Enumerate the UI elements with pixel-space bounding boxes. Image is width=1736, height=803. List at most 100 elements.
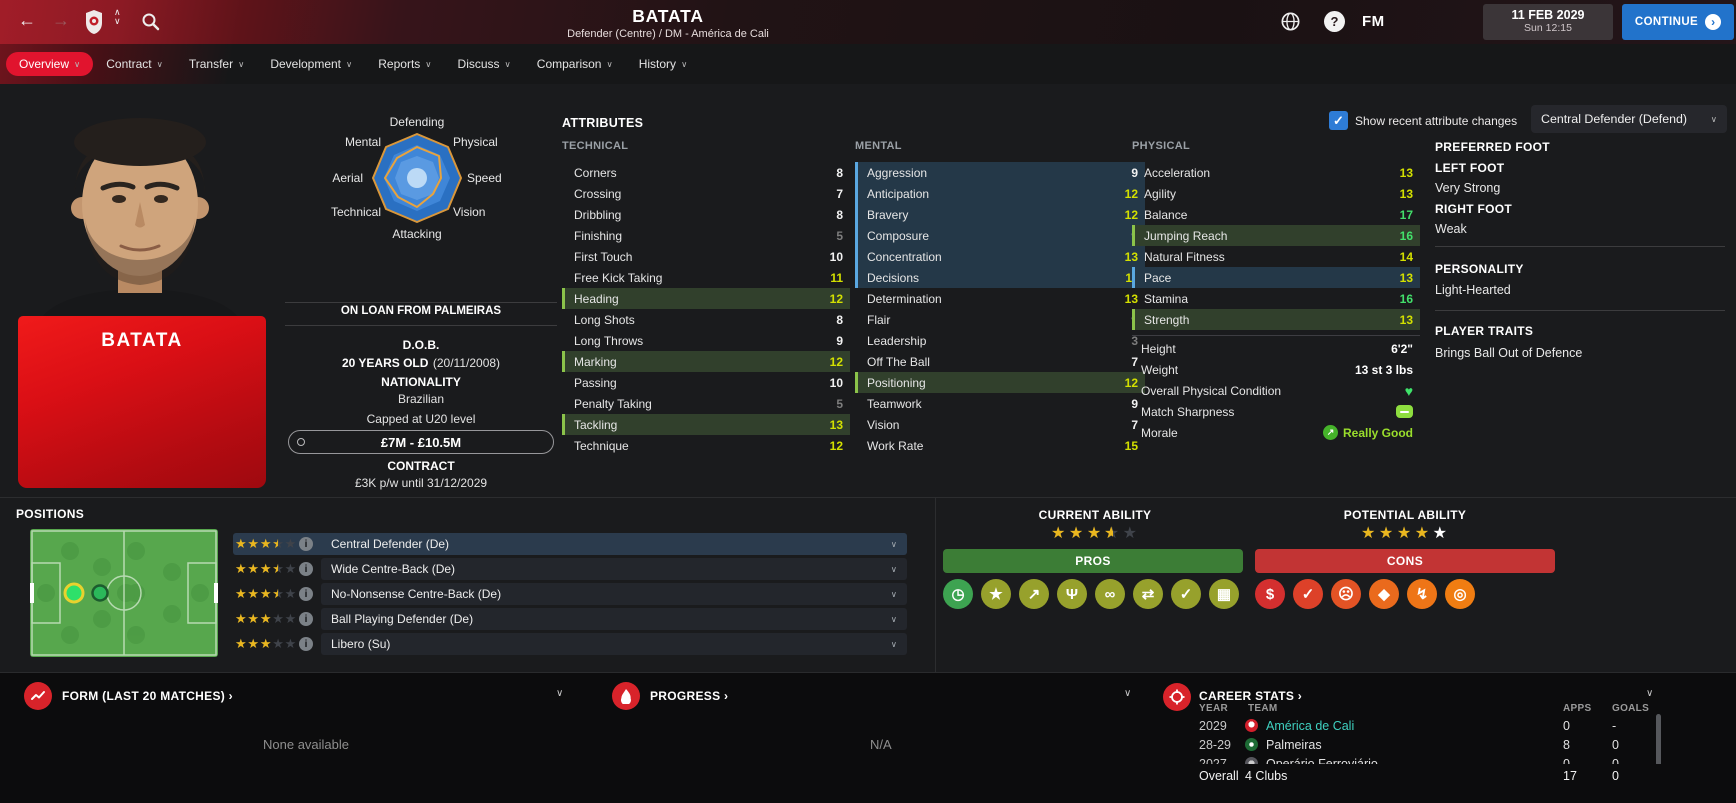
role-select[interactable]: Central Defender (De) ∨ — [321, 533, 907, 555]
attribute-row: Technique 12 — [562, 435, 850, 456]
continue-button[interactable]: CONTINUE › — [1622, 4, 1734, 40]
role-select[interactable]: No-Nonsense Centre-Back (De) ∨ — [321, 583, 907, 605]
attribute-label: First Touch — [574, 249, 633, 264]
tab-label: Comparison — [536, 57, 602, 71]
role-row[interactable]: ★★★★★★★★★★i Ball Playing Defender (De)∨ — [233, 608, 907, 630]
info-icon[interactable]: i — [299, 587, 313, 601]
search-icon[interactable] — [142, 13, 160, 31]
attribute-label: Decisions — [867, 270, 920, 285]
role-select[interactable]: Libero (Su) ∨ — [321, 633, 907, 655]
radar-label-aerial: Aerial — [332, 171, 363, 185]
attribute-label: Corners — [574, 165, 617, 180]
physical-rows: Acceleration 13 Agility 13 Balance 17 Jumping … — [1132, 162, 1420, 330]
money-bag-icon: $ — [1255, 579, 1285, 609]
attribute-label: Teamwork — [867, 396, 922, 411]
radar-label-vision: Vision — [453, 205, 485, 219]
career-team-link[interactable]: América de Cali — [1266, 718, 1355, 733]
club-crest-icon[interactable] — [84, 9, 104, 35]
star-icon: ★★ — [272, 636, 284, 651]
form-title[interactable]: FORM (LAST 20 MATCHES) › — [62, 689, 233, 703]
attribute-label: Long Throws — [574, 333, 644, 348]
tab-overview[interactable]: Overview ∨ — [6, 52, 94, 76]
extra-label: Morale — [1141, 425, 1178, 440]
info-icon[interactable]: i — [299, 612, 313, 626]
attribute-value: 10 — [829, 375, 843, 390]
pros-button[interactable]: PROS — [943, 549, 1243, 573]
role-row[interactable]: ★★★★★★★★★★i Central Defender (De)∨ — [233, 533, 907, 555]
info-icon[interactable]: i — [299, 562, 313, 576]
attribute-label: Bravery — [867, 207, 909, 222]
tactics-board-icon: ▦ — [1209, 579, 1239, 609]
radar-label-mental: Mental — [345, 135, 381, 149]
globe-icon[interactable] — [1281, 12, 1300, 31]
chevron-down-icon[interactable]: ∨ — [556, 688, 564, 699]
nav-bar: Overview ∨ Contract ∨ Transfer ∨ Development ∨ R… — [0, 44, 1736, 84]
forward-icon[interactable]: → — [52, 10, 70, 30]
physical-extras: Height 6'2" Weight 13 st 3 lbs Overall Physi… — [1132, 335, 1420, 443]
chevron-down-icon: ∨ — [890, 588, 897, 599]
extra-label: Weight — [1141, 362, 1179, 377]
attribute-value: 13 — [1399, 312, 1413, 327]
tab-history[interactable]: History ∨ — [626, 52, 701, 76]
star-icon: ★★ — [235, 586, 247, 601]
progress-title[interactable]: PROGRESS › — [650, 689, 729, 703]
physical-title: PHYSICAL — [1132, 140, 1191, 152]
attribute-row: Passing 10 — [562, 372, 850, 393]
attribute-label: Technique — [574, 438, 629, 453]
progress-icon — [612, 682, 640, 710]
attribute-value: 12 — [829, 291, 843, 306]
attribute-label: Passing — [574, 375, 617, 390]
attribute-label: Concentration — [867, 249, 942, 264]
extra-label: Overall Physical Condition — [1141, 383, 1282, 398]
star-icon: ★★ — [247, 561, 260, 576]
role-label: Libero (Su) — [331, 637, 391, 651]
role-filter-value: Central Defender (Defend) — [1541, 112, 1688, 126]
left-foot-value: Very Strong — [1435, 181, 1501, 195]
career-stats-title[interactable]: CAREER STATS › — [1199, 689, 1303, 703]
role-select[interactable]: Wide Centre-Back (De) ∨ — [321, 558, 907, 580]
cons-button[interactable]: CONS — [1255, 549, 1555, 573]
club-switcher-icon[interactable]: ∧ ∨ — [114, 7, 121, 26]
star-icon: ★★ — [1068, 525, 1086, 542]
tab-development[interactable]: Development ∨ — [257, 52, 365, 76]
role-star-rating: ★★★★★★★★★★ — [233, 536, 297, 552]
star-icon: ★★ — [1086, 525, 1104, 542]
role-star-rating: ★★★★★★★★★★ — [233, 611, 297, 627]
attribute-row: Tackling 13 — [562, 414, 850, 435]
attribute-row: Agility 13 — [1132, 183, 1420, 204]
role-select[interactable]: Ball Playing Defender (De) ∨ — [321, 608, 907, 630]
career-scrollbar[interactable] — [1656, 714, 1661, 766]
tab-comparison[interactable]: Comparison ∨ — [524, 52, 626, 76]
career-col-team: TEAM — [1248, 703, 1278, 714]
attribute-row: Marking 12 — [562, 351, 850, 372]
attribute-row: Decisions11 — [855, 267, 1145, 288]
chevron-down-icon[interactable]: ∨ — [1646, 688, 1654, 699]
show-changes-checkbox[interactable]: ✓ — [1329, 111, 1348, 130]
role-row[interactable]: ★★★★★★★★★★iNo-Nonsense Centre-Back (De)∨ — [233, 583, 907, 605]
role-filter-dropdown[interactable]: Central Defender (Defend) ∨ — [1531, 105, 1727, 133]
tab-contract[interactable]: Contract ∨ — [93, 52, 176, 76]
tab-reports[interactable]: Reports ∨ — [365, 52, 444, 76]
tab-transfer[interactable]: Transfer ∨ — [176, 52, 257, 76]
attribute-label: Off The Ball — [867, 354, 930, 369]
attribute-row: Work Rate 15 — [855, 435, 1145, 456]
personality-title: PERSONALITY — [1435, 262, 1524, 276]
help-icon[interactable]: ? — [1324, 11, 1345, 32]
star-icon: ★★ — [1432, 525, 1449, 542]
tab-discuss[interactable]: Discuss ∨ — [445, 52, 524, 76]
form-empty-text: None available — [263, 737, 350, 752]
transfer-value[interactable]: £7M - £10.5M — [288, 430, 554, 454]
extra-value: 13 st 3 lbs — [1354, 362, 1413, 377]
back-icon[interactable]: ← — [18, 10, 36, 30]
attribute-value: 8 — [836, 207, 843, 222]
attribute-value: 5 — [836, 396, 843, 411]
info-icon[interactable]: i — [299, 537, 313, 551]
info-icon[interactable]: i — [299, 637, 313, 651]
game-date[interactable]: 11 FEB 2029 Sun 12:15 — [1483, 4, 1613, 40]
attribute-label: Aggression — [867, 165, 928, 180]
star-icon: ★★ — [284, 636, 297, 651]
chevron-down-icon[interactable]: ∨ — [1124, 688, 1132, 699]
